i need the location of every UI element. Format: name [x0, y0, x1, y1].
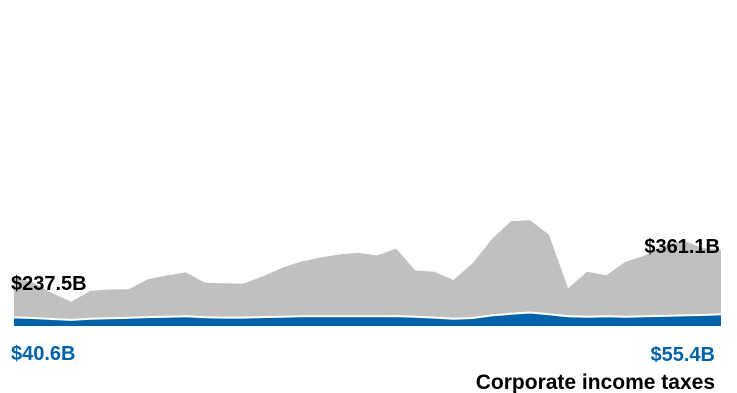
corporate-first-value-label: $40.6B [11, 343, 76, 365]
series-name-label: Corporate income taxes [476, 371, 715, 393]
corporate-tax-line [13, 311, 722, 321]
corporate-tax-area [14, 312, 721, 326]
total-last-value-label: $361.1B [644, 236, 720, 258]
total-first-value-label: $237.5B [11, 273, 87, 295]
corporate-last-value-label: $55.4B [651, 344, 716, 366]
total-area [14, 220, 721, 326]
